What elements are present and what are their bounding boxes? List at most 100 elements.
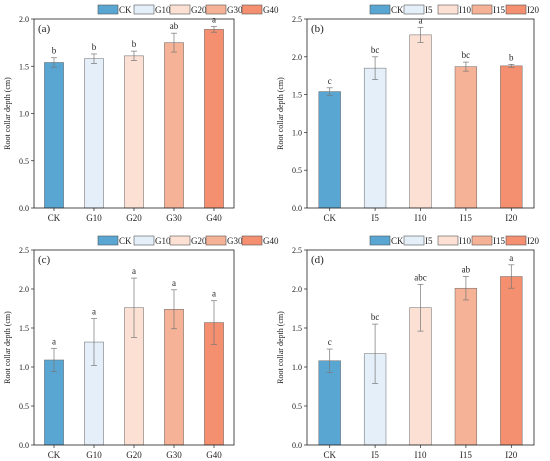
y-tick-label: 1.0 bbox=[19, 110, 29, 119]
significance-letter: c bbox=[328, 76, 332, 86]
panel-label: (b) bbox=[311, 23, 324, 35]
legend-label: I15 bbox=[493, 236, 505, 246]
legend-swatch bbox=[403, 4, 425, 15]
y-tick-label: 2.0 bbox=[292, 285, 302, 294]
y-tick-label: 0.5 bbox=[19, 157, 29, 166]
legend-label: I15 bbox=[493, 5, 505, 15]
x-tick-label: CK bbox=[48, 450, 61, 460]
legend-swatch bbox=[437, 235, 459, 246]
y-tick-label: 2.5 bbox=[292, 246, 302, 255]
legend-swatch bbox=[169, 4, 191, 15]
legend-swatch bbox=[505, 235, 527, 246]
y-tick-label: 1.0 bbox=[292, 363, 302, 372]
legend-label: G40 bbox=[263, 236, 279, 246]
x-tick-label: CK bbox=[323, 213, 336, 223]
significance-letter: a bbox=[92, 307, 96, 317]
legend-swatch bbox=[169, 235, 191, 246]
bar bbox=[44, 62, 64, 209]
significance-letter: a bbox=[132, 266, 136, 276]
significance-letter: abc bbox=[414, 272, 427, 282]
legend-swatch bbox=[97, 235, 119, 246]
legend-label: G40 bbox=[263, 5, 279, 15]
y-tick-label: 1.5 bbox=[19, 324, 29, 333]
y-axis-label: Root collar depth (cm) bbox=[3, 311, 12, 384]
x-tick-label: G40 bbox=[206, 213, 222, 223]
legend-label: G30 bbox=[227, 5, 243, 15]
significance-letter: b bbox=[509, 52, 514, 62]
bar bbox=[363, 67, 387, 209]
bar bbox=[44, 359, 64, 446]
significance-letter: b bbox=[92, 42, 97, 52]
panel-label: (a) bbox=[38, 23, 51, 35]
legend-label: I20 bbox=[527, 5, 539, 15]
y-tick-label: 2.5 bbox=[292, 15, 302, 24]
legend-swatch bbox=[471, 235, 493, 246]
legend-label: G10 bbox=[155, 236, 171, 246]
significance-letter: ab bbox=[462, 265, 471, 275]
legend-label: G20 bbox=[191, 5, 207, 15]
x-tick-label: G20 bbox=[126, 450, 142, 460]
plot-frame bbox=[33, 249, 235, 446]
legend-label: CK bbox=[391, 5, 404, 15]
y-axis-label: Root collar depth (cm) bbox=[276, 311, 285, 384]
bar bbox=[84, 58, 104, 209]
bar bbox=[454, 66, 478, 209]
y-tick-label: 1.5 bbox=[292, 91, 302, 100]
significance-letter: a bbox=[419, 15, 423, 25]
significance-letter: bc bbox=[371, 312, 380, 322]
chart-panel-1: CK G10 G20 G30 G40 b CK b G10 b G20 ab G30 a G40 0.0 0.5… bbox=[3, 4, 279, 223]
x-tick-label: I5 bbox=[371, 450, 379, 460]
x-tick-label: I20 bbox=[505, 450, 517, 460]
x-tick-label: CK bbox=[323, 450, 336, 460]
legend-label: I10 bbox=[459, 236, 471, 246]
y-tick-label: 0.5 bbox=[292, 402, 302, 411]
significance-letter: c bbox=[328, 337, 332, 347]
significance-letter: a bbox=[509, 253, 513, 263]
legend-swatch bbox=[471, 4, 493, 15]
legend-swatch bbox=[403, 235, 425, 246]
bar bbox=[454, 287, 478, 446]
legend-swatch bbox=[97, 4, 119, 15]
y-tick-label: 0.0 bbox=[19, 441, 29, 450]
significance-letter: ab bbox=[170, 21, 179, 31]
legend-swatch bbox=[241, 235, 263, 246]
x-tick-label: G20 bbox=[126, 213, 142, 223]
significance-letter: a bbox=[52, 336, 56, 346]
legend-label: I5 bbox=[425, 236, 433, 246]
y-tick-label: 1.0 bbox=[19, 363, 29, 372]
y-tick-label: 2.0 bbox=[292, 53, 302, 62]
legend-swatch bbox=[241, 4, 263, 15]
plot-frame bbox=[33, 18, 235, 209]
legend-label: I20 bbox=[527, 236, 539, 246]
significance-letter: bc bbox=[462, 50, 471, 60]
legend-label: CK bbox=[391, 236, 404, 246]
panel-label: (d) bbox=[311, 254, 324, 266]
y-tick-label: 2.0 bbox=[19, 15, 29, 24]
y-tick-label: 0.0 bbox=[292, 204, 302, 213]
bar bbox=[164, 309, 184, 446]
legend-swatch bbox=[133, 235, 155, 246]
legend-swatch bbox=[133, 4, 155, 15]
x-tick-label: G40 bbox=[206, 450, 222, 460]
y-tick-label: 1.5 bbox=[19, 62, 29, 71]
legend-label: G20 bbox=[191, 236, 207, 246]
bar bbox=[318, 360, 341, 446]
bar bbox=[204, 29, 224, 209]
x-tick-label: I15 bbox=[460, 450, 472, 460]
plot-frame bbox=[306, 18, 535, 209]
legend-label: I10 bbox=[459, 5, 471, 15]
significance-letter: a bbox=[212, 289, 216, 299]
bar bbox=[164, 42, 184, 209]
legend-label: CK bbox=[119, 5, 132, 15]
significance-letter: a bbox=[172, 278, 176, 288]
bar bbox=[409, 34, 432, 209]
y-tick-label: 2.0 bbox=[19, 285, 29, 294]
y-tick-label: 0.5 bbox=[19, 402, 29, 411]
bar bbox=[124, 55, 144, 209]
x-tick-label: I15 bbox=[460, 213, 472, 223]
legend-label: G30 bbox=[227, 236, 243, 246]
legend-swatch bbox=[369, 4, 391, 15]
bar bbox=[500, 276, 523, 446]
chart-panel-4: CK I5 I10 I15 I20 c CK bc I5 abc I10 ab I15 a I20 0.0 0.… bbox=[276, 235, 539, 460]
y-tick-label: 1.5 bbox=[292, 324, 302, 333]
